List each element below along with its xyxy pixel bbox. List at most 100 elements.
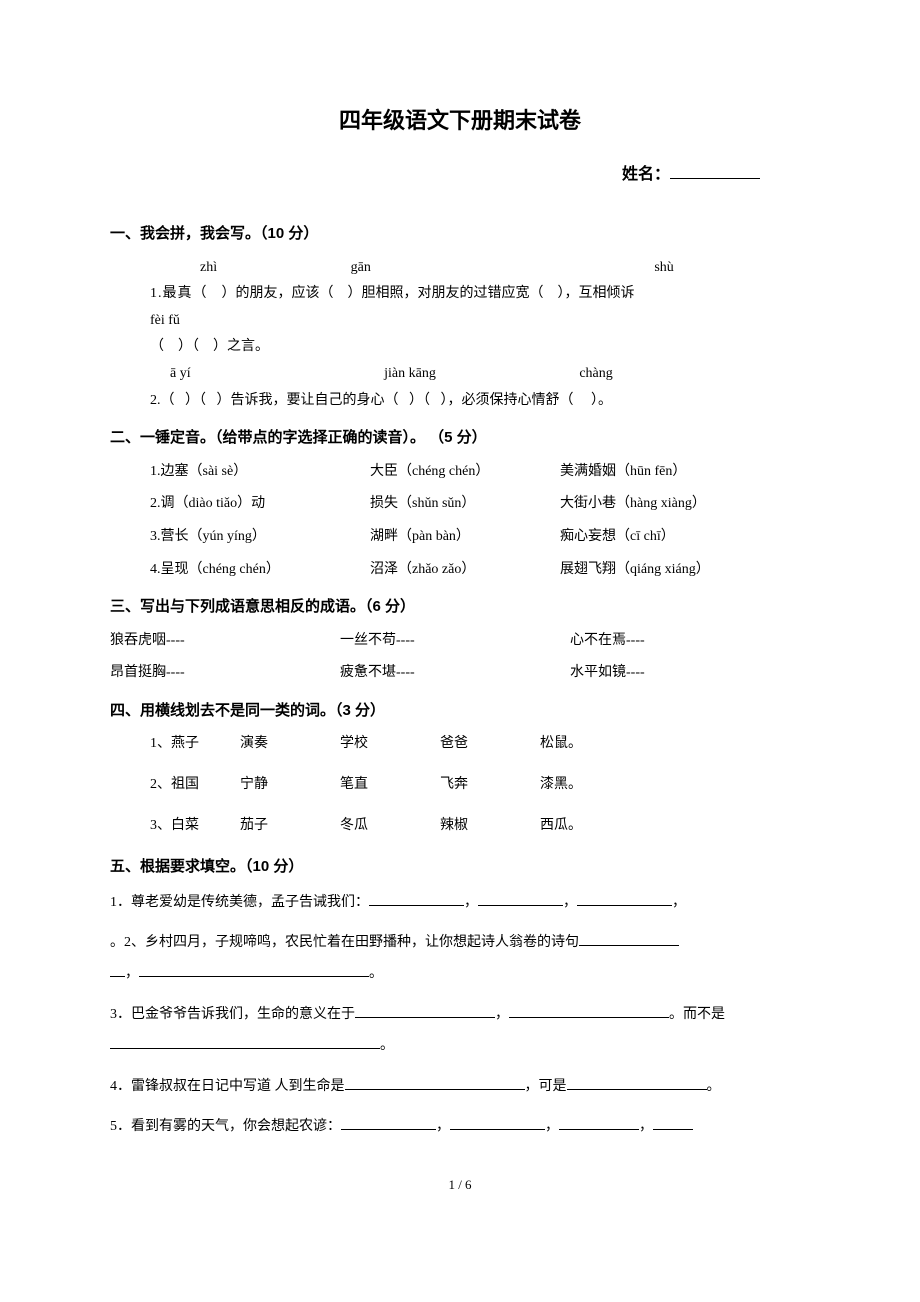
s2-cell: 大臣（chéng chén） [370,459,560,486]
text: 。 [369,966,383,981]
sep: ， [672,895,686,910]
s5-q2: 。2、乡村四月，子规啼鸣，农民忙着在田野播种，让你想起诗人翁卷的诗句 ， 。 [110,928,810,990]
s4-item: 笔直 [340,772,440,799]
text: 5．看到有雾的天气，你会想起农谚： [110,1119,341,1134]
s2-cell: 湖畔（pàn bàn） [370,524,560,551]
blank [139,976,369,977]
s3-cell: 昂首挺胸---- [110,660,340,687]
s4-item: 爸爸 [440,731,540,758]
section-4-header: 四、用横线划去不是同一类的词。（3 分） [110,697,810,726]
pinyin: zhì [200,260,217,275]
text: 。 [707,1079,721,1094]
s2-row: 3.营长（yún yíng） 湖畔（pàn bàn） 痴心妄想（cī chī） [110,524,810,551]
blank [450,1129,545,1130]
text: ）（ [409,393,430,408]
s1-pinyin-1: zhì gān shù [110,255,810,282]
s4-item: 宁静 [240,772,340,799]
s2-cell: 损失（shǔn sǔn） [370,491,560,518]
blank [577,905,672,906]
s5-q4: 4．雷锋叔叔在日记中写道 人到生命是 ，可是 。 [110,1072,810,1103]
s1-pinyin-3: ā yí jiàn kāng chàng [110,361,810,388]
s4-item: 松鼠。 [540,731,640,758]
section-3-header: 三、写出与下列成语意思相反的成语。（6 分） [110,593,810,622]
s2-cell: 沼泽（zhǎo zǎo） [370,557,560,584]
s4-row: 2、祖国 宁静 笔直 飞奔 漆黑。 [110,772,810,799]
blank [110,976,125,977]
s2-row: 4.呈现（chéng chén） 沼泽（zhǎo zǎo） 展翅飞翔（qiáng… [110,557,810,584]
s4-item: 学校 [340,731,440,758]
s4-item: 辣椒 [440,813,540,840]
s2-cell: 美满婚姻（hūn fēn） [560,459,810,486]
s3-cell: 疲惫不堪---- [340,660,570,687]
s3-row: 狼吞虎咽---- 一丝不苟---- 心不在焉---- [110,628,810,655]
pinyin: gān [351,260,371,275]
s4-item: 茄子 [240,813,340,840]
text: 。而不是 [669,1007,725,1022]
pinyin: fèi fǔ [150,313,180,328]
s2-cell: 3.营长（yún yíng） [150,524,370,551]
s5-q5: 5．看到有雾的天气，你会想起农谚：，，， [110,1112,810,1143]
text: ）（ [185,393,206,408]
s2-cell: 1.边塞（sài sè） [150,459,370,486]
text: ），互相倾诉 [558,286,635,301]
s1-line-2: （ ）（ ）之言。 [110,334,810,361]
s4-label: 3、白菜 [150,813,240,840]
text: 1．尊老爱幼是传统美德，孟子告诫我们： [110,895,369,910]
s4-item: 冬瓜 [340,813,440,840]
pinyin: shù [654,260,673,275]
text: 3．巴金爷爷告诉我们，生命的意义在于 [110,1007,355,1022]
s4-label: 2、祖国 [150,772,240,799]
text: ）的朋友，应该（ [222,286,334,301]
text: ）。 [591,393,612,408]
pinyin: chàng [579,366,612,381]
blank [653,1129,693,1130]
text: 1.最真（ [150,286,208,301]
sep: ， [545,1119,559,1134]
s2-row: 2.调（diào tiǎo）动 损失（shǔn sǔn） 大街小巷（hàng x… [110,491,810,518]
text: ）之言。 [213,339,269,354]
s5-q1: 1．尊老爱幼是传统美德，孟子告诫我们： ， ， ， [110,888,810,919]
name-blank [670,163,760,179]
blank [509,1017,669,1018]
sep: ， [495,1007,509,1022]
s2-row: 1.边塞（sài sè） 大臣（chéng chén） 美满婚姻（hūn fēn… [110,459,810,486]
blank [341,1129,436,1130]
s4-item: 演奏 [240,731,340,758]
blank [355,1017,495,1018]
s2-cell: 4.呈现（chéng chén） [150,557,370,584]
section-2-header: 二、一锤定音。（给带点的字选择正确的读音）。 （5 分） [110,424,810,453]
s4-label: 1、燕子 [150,731,240,758]
s4-item: 飞奔 [440,772,540,799]
blank [567,1089,707,1090]
sep: ， [125,966,139,981]
s3-cell: 一丝不苟---- [340,628,570,655]
s4-row: 3、白菜 茄子 冬瓜 辣椒 西瓜。 [110,813,810,840]
sep: ， [464,895,478,910]
s5-q3: 3．巴金爷爷告诉我们，生命的意义在于 ， 。而不是 。 [110,1000,810,1062]
blank [345,1089,525,1090]
s4-item: 西瓜。 [540,813,640,840]
section-1-header: 一、我会拼，我会写。（10 分） [110,220,810,249]
s4-row: 1、燕子 演奏 学校 爸爸 松鼠。 [110,731,810,758]
s3-row: 昂首挺胸---- 疲惫不堪---- 水平如镜---- [110,660,810,687]
text: ，可是 [525,1079,567,1094]
text: 2.（ [150,393,175,408]
text: ），必须保持心情舒（ [441,393,574,408]
text: 。 [380,1038,394,1053]
blank [579,945,679,946]
name-field-row: 姓名： [110,160,810,190]
s2-cell: 大街小巷（hàng xiàng） [560,491,810,518]
text: 4．雷锋叔叔在日记中写道 人到生命是 [110,1079,345,1094]
pinyin: jiàn kāng [384,366,436,381]
s2-cell: 展翅飞翔（qiáng xiáng） [560,557,810,584]
text: ）胆相照，对朋友的过错应宽（ [348,286,544,301]
blank [369,905,464,906]
text: ）告诉我，要让自己的身心（ [217,393,399,408]
section-5-header: 五、根据要求填空。（10 分） [110,853,810,882]
sep: ， [563,895,577,910]
s1-pinyin-2: fèi fǔ [110,308,810,335]
pinyin: ā yí [170,366,191,381]
s4-item: 漆黑。 [540,772,640,799]
text: ）（ [178,339,199,354]
text: 。2、乡村四月，子规啼鸣，农民忙着在田野播种，让你想起诗人翁卷的诗句 [110,935,579,950]
